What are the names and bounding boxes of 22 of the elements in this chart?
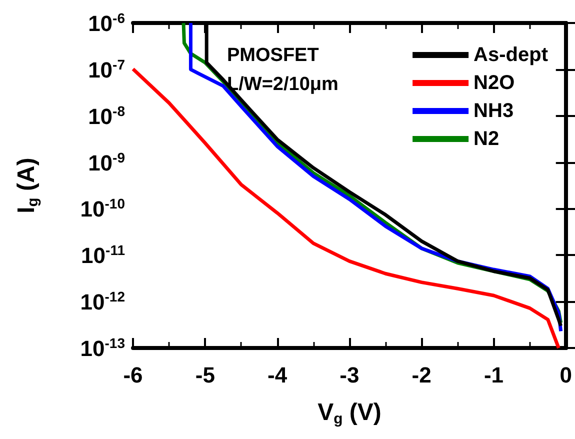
annotation: L/W=2/10μm — [227, 74, 338, 95]
legend-label: N2 — [474, 128, 500, 150]
y-tick-label: 10$^{-9}$ — [88, 149, 126, 176]
x-tick-label: -2 — [412, 362, 432, 388]
y-tick-label: 10$^{-13}$ — [80, 335, 126, 361]
y-tick-label: 10$^{-11}$ — [81, 242, 126, 268]
legend-label: NH3 — [474, 100, 514, 122]
legend-label: As-dept — [474, 44, 548, 66]
x-tick-label: -3 — [340, 362, 360, 388]
x-tick-label: -5 — [195, 362, 215, 388]
x-tick-label: 0 — [560, 362, 572, 388]
y-axis-title: Ig (A) — [13, 158, 42, 214]
y-tick-label: 10$^{-12}$ — [80, 288, 126, 315]
y-tick-label: 10$^{-7}$ — [88, 56, 126, 82]
x-tick-label: -4 — [268, 362, 288, 388]
y-tick-label: 10$^{-10}$ — [80, 196, 126, 222]
legend-label: N2O — [474, 72, 515, 94]
annotation: PMOSFET — [227, 45, 320, 66]
x-tick-label: -1 — [484, 362, 504, 388]
y-tick-label: 10$^{-8}$ — [88, 102, 126, 129]
y-tick-label: 10$^{-6}$ — [88, 10, 126, 36]
x-tick-label: -6 — [123, 362, 143, 388]
